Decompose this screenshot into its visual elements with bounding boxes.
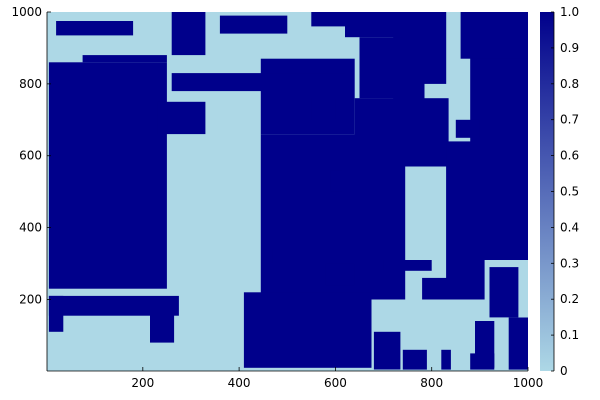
heatmap-cell-block [383, 260, 432, 271]
colorbar-tick-label: 0 [560, 364, 568, 378]
heatmap-cell-block [455, 119, 480, 138]
y-tick-label: 400 [19, 221, 42, 235]
heatmap-cell-block [489, 267, 519, 318]
x-tick-label: 200 [131, 376, 154, 390]
x-tick-label: 1000 [513, 376, 544, 390]
heatmap-cell-block [311, 98, 336, 120]
heatmap-cell-block [508, 317, 528, 370]
x-tick-label: 800 [420, 376, 443, 390]
colorbar-tick-label: 0.8 [560, 77, 579, 91]
x-axis-ticks: 200 400 600 800 1000 [131, 367, 543, 390]
y-tick-label: 1000 [11, 5, 42, 19]
heatmap-cell-block [82, 55, 167, 63]
heatmap-cell-block [441, 349, 451, 370]
heatmap-cell-block [311, 12, 345, 27]
y-tick-label: 800 [19, 77, 42, 91]
heatmap-cell-block [171, 12, 206, 56]
heatmap-cell-block [48, 295, 64, 332]
colorbar-tick-label: 0.7 [560, 113, 579, 127]
heatmap-cell-block [48, 62, 167, 289]
heatmap-cell-block [419, 12, 447, 84]
colorbar-tick-label: 0.4 [560, 220, 579, 234]
colorbar-tick-label: 0.5 [560, 185, 579, 199]
heatmap-cell-block [171, 73, 345, 92]
heatmap-cell-block [330, 170, 343, 192]
heatmap-cell-block [243, 292, 372, 368]
x-tick-label: 400 [228, 376, 251, 390]
heatmap-cell-block [402, 349, 427, 370]
heatmap-cell-block [373, 331, 401, 370]
y-tick-label: 200 [19, 292, 42, 306]
colorbar-tick-label: 0.2 [560, 292, 579, 306]
heatmap-cell-block [219, 15, 288, 34]
y-tick-label: 600 [19, 149, 42, 163]
heatmap-cell-block [157, 101, 206, 135]
colorbar-tick-label: 0.6 [560, 149, 579, 163]
colorbar-tick-label: 0.3 [560, 256, 579, 270]
colorbar-ticks: 0 0.1 0.2 0.3 0.4 0.5 0.6 0.7 0.8 0.9 1.0 [551, 5, 579, 378]
heatmap-cell-block [260, 58, 355, 135]
heatmap-cell-block [422, 277, 451, 300]
colorbar-tick-label: 0.9 [560, 41, 579, 55]
y-axis-ticks: 200 400 600 800 1000 [11, 5, 51, 306]
heatmap-cell-block [56, 21, 134, 36]
colorbar-tick-label: 1.0 [560, 5, 579, 19]
x-tick-label: 600 [324, 376, 347, 390]
heatmap-cell-block [460, 12, 528, 59]
colorbar-tick-label: 0.1 [560, 328, 579, 342]
heatmap-cell-block [325, 263, 355, 286]
heatmap-cells [48, 12, 528, 370]
heatmap-cell-block [48, 295, 179, 316]
heatmap-cell-block [475, 321, 495, 368]
heatmap-cell-block [345, 12, 403, 38]
colorbar [540, 12, 554, 371]
heatmap-cell-block [272, 249, 333, 264]
heatmap-cell-block [150, 306, 175, 343]
